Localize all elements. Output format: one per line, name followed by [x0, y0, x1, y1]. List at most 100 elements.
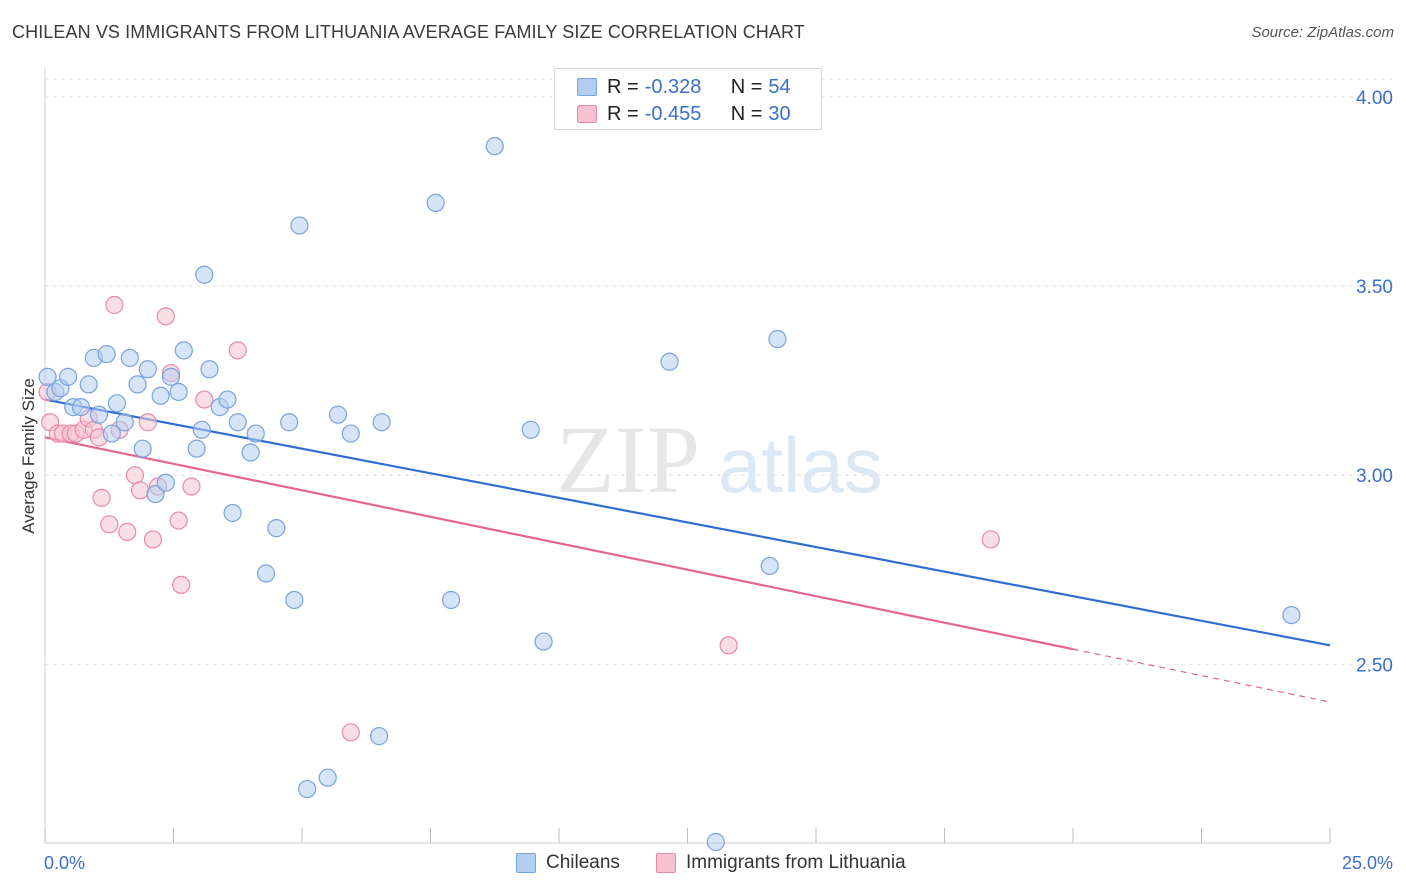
point-lithuania: [143, 530, 163, 549]
legend-r-label: R =: [607, 75, 639, 98]
point-lithuania: [182, 477, 201, 496]
point-chileans: [372, 413, 391, 432]
point-chileans: [169, 382, 188, 402]
point-chileans: [146, 484, 165, 504]
point-lithuania: [92, 488, 111, 507]
point-chileans: [79, 375, 98, 394]
point-lithuania: [195, 390, 214, 409]
point-chileans: [192, 420, 211, 439]
watermark-atlas: atlas: [718, 421, 883, 509]
point-chileans: [534, 632, 553, 651]
point-chileans: [485, 137, 504, 156]
legend-r-label: R =: [607, 102, 639, 125]
point-chileans: [228, 413, 247, 432]
point-chileans: [59, 367, 78, 386]
point-chileans: [107, 394, 127, 413]
point-chileans: [97, 345, 116, 364]
point-chileans: [341, 424, 360, 443]
y-tick-label: 4.00: [1356, 88, 1393, 109]
legend-n-value: 54: [768, 75, 791, 98]
legend-swatch-chileans: [577, 78, 597, 96]
series-label-lithuania: Immigrants from Lithuania: [686, 852, 906, 873]
trendline-lithuania-extension: [1072, 648, 1331, 703]
watermark-zip: ZIP: [556, 406, 700, 513]
point-lithuania: [341, 723, 360, 742]
point-chileans: [280, 413, 299, 432]
series-label-chileans: Chileans: [546, 852, 620, 873]
series-swatch-lithuania: [656, 853, 676, 873]
series-legend: Chileans Immigrants from Lithuania: [0, 852, 1406, 878]
y-tick-label: 3.50: [1356, 277, 1393, 298]
point-chileans: [318, 768, 337, 787]
point-chileans: [120, 348, 139, 368]
point-chileans: [328, 405, 348, 424]
point-lithuania: [169, 511, 188, 530]
series-legend-chileans[interactable]: Chileans: [516, 852, 620, 874]
point-chileans: [138, 360, 157, 379]
point-chileans: [290, 216, 309, 235]
point-lithuania: [228, 341, 247, 360]
point-chileans: [115, 413, 134, 432]
point-chileans: [195, 265, 214, 284]
point-chileans: [768, 329, 787, 349]
series-legend-lithuania[interactable]: Immigrants from Lithuania: [656, 852, 906, 874]
point-chileans: [187, 439, 206, 458]
point-chileans: [660, 352, 679, 371]
point-chileans: [706, 832, 725, 852]
y-tick-label: 3.00: [1356, 466, 1393, 487]
point-chileans: [285, 590, 304, 610]
point-chileans: [102, 424, 121, 443]
tick-labels: 2.50 3.00 3.50 4.00 0.0% 25.0%: [44, 88, 1393, 873]
data-points: [38, 137, 1301, 852]
chart-title: CHILEAN VS IMMIGRANTS FROM LITHUANIA AVE…: [12, 22, 805, 42]
legend-r-value: -0.455: [644, 102, 702, 125]
axes: [44, 68, 1331, 844]
legend-row-chileans: R = -0.328 N = 54: [577, 75, 791, 99]
watermark: ZIP atlas: [556, 406, 883, 513]
point-chileans: [174, 341, 193, 360]
point-lithuania: [105, 295, 124, 315]
legend-swatch-lithuania: [577, 105, 597, 123]
point-lithuania: [172, 575, 191, 594]
point-chileans: [218, 390, 237, 409]
source-label: Source: ZipAtlas.com: [1251, 24, 1394, 41]
point-lithuania: [125, 466, 145, 485]
point-chileans: [521, 420, 540, 439]
legend-row-lithuania: R = -0.455 N = 30: [577, 102, 791, 126]
trendline-lithuania: [44, 436, 1074, 651]
point-chileans: [151, 386, 170, 405]
correlation-legend: R = -0.328 N = 54 R = -0.455 N = 30: [554, 68, 822, 130]
point-chileans: [298, 779, 317, 799]
point-chileans: [161, 367, 181, 386]
point-chileans: [38, 367, 57, 386]
point-chileans: [1282, 605, 1301, 625]
point-lithuania: [100, 515, 119, 534]
point-lithuania: [156, 307, 175, 326]
point-chileans: [200, 360, 219, 379]
point-chileans: [71, 398, 91, 417]
point-lithuania: [138, 413, 157, 432]
point-chileans: [223, 503, 242, 523]
point-chileans: [441, 590, 461, 610]
legend-n-label: N =: [730, 75, 763, 98]
point-lithuania: [981, 530, 1000, 549]
point-chileans: [267, 519, 286, 538]
point-chileans: [256, 564, 276, 583]
point-chileans: [370, 727, 389, 746]
point-chileans: [246, 424, 265, 443]
point-chileans: [89, 405, 109, 424]
point-chileans: [760, 556, 779, 576]
point-lithuania: [118, 522, 137, 541]
series-swatch-chileans: [516, 853, 536, 873]
x-tick-label: 0.0%: [44, 853, 85, 873]
y-tick-label: 2.50: [1356, 655, 1393, 676]
point-chileans: [133, 439, 152, 458]
point-lithuania: [130, 481, 150, 500]
x-tick-label: 25.0%: [1342, 853, 1393, 873]
point-chileans: [241, 443, 260, 462]
legend-n-value: 30: [768, 102, 791, 125]
legend-r-value: -0.328: [644, 75, 702, 98]
point-chileans: [156, 473, 175, 492]
legend-n-label: N =: [730, 102, 763, 125]
